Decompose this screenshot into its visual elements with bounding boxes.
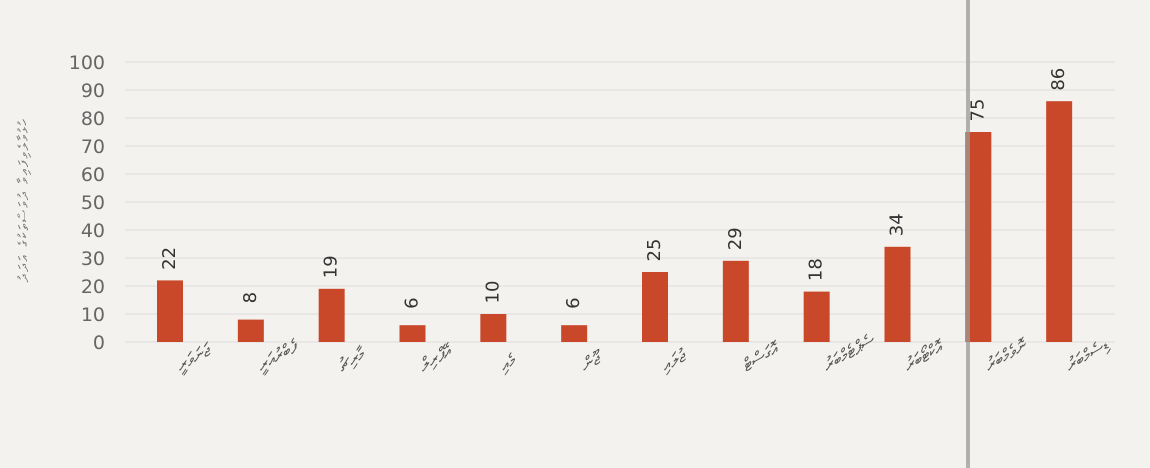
- y-tick-label: 10: [81, 304, 105, 326]
- x-tick-label: އޭޕްރިލް: [415, 340, 458, 376]
- data-label: 34: [887, 213, 908, 236]
- data-label: 22: [159, 247, 180, 270]
- data-label: 18: [806, 258, 827, 281]
- y-tick-label: 70: [81, 136, 105, 158]
- x-tick-label: އޮގަސްޓް: [738, 338, 785, 376]
- bar: [399, 325, 426, 342]
- y-tick-label: 40: [81, 220, 105, 242]
- y-tick-label: 30: [81, 248, 105, 270]
- data-label: 29: [725, 227, 746, 250]
- bar: [318, 288, 345, 342]
- bar: [237, 319, 264, 342]
- bar: [1046, 101, 1073, 342]
- data-label: 19: [321, 255, 342, 278]
- bar: [561, 325, 588, 342]
- data-label: 6: [563, 297, 584, 308]
- y-axis-label: ހުޅުވާލެވިފައިވާ ދުވަސްތަކުގެ އަދަދު: [16, 118, 32, 283]
- x-tick-label: ޖަނަވަރީ: [173, 339, 218, 377]
- page-fold-line: [966, 0, 970, 468]
- data-label: 10: [482, 281, 503, 304]
- data-label: 25: [644, 239, 665, 262]
- y-tick-label: 60: [81, 164, 105, 186]
- y-tick-label: 80: [81, 108, 105, 130]
- data-label: 6: [402, 297, 423, 308]
- x-tick-label: މާރިޗު: [334, 344, 371, 377]
- y-tick-label: 20: [81, 276, 105, 298]
- bar: [722, 260, 749, 342]
- y-tick-label: 100: [69, 52, 105, 74]
- bar: [884, 246, 911, 342]
- bar: [642, 272, 668, 342]
- bar: [803, 291, 830, 342]
- data-label: 75: [967, 99, 988, 122]
- data-label: 86: [1048, 68, 1069, 91]
- y-tick-label: 90: [81, 80, 105, 102]
- bar: [480, 314, 507, 342]
- bar: [157, 280, 183, 342]
- x-tick-label: ޖުލައި: [657, 345, 692, 377]
- data-label: 8: [240, 292, 261, 303]
- x-tick-label: ޖޫން: [577, 346, 609, 376]
- y-tick-label: 0: [93, 332, 105, 354]
- y-tick-label: 50: [81, 192, 105, 214]
- x-tick-label: މެއި: [495, 350, 521, 376]
